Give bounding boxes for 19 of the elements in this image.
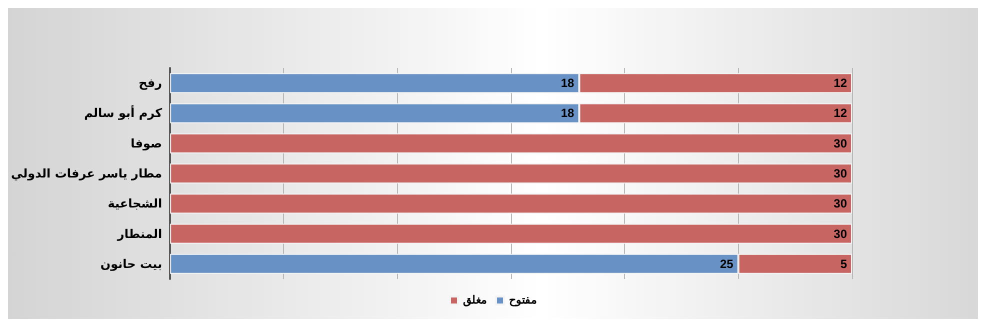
y-tick-label: مطار ياسر عرفات الدولي (10, 166, 162, 180)
data-label: 25 (720, 256, 734, 271)
data-label: 5 (840, 256, 848, 271)
data-label: 18 (560, 106, 575, 120)
data-label: 12 (834, 106, 848, 120)
y-tick-label: المنطار (116, 226, 162, 241)
y-tick-label: كرم أبو سالم (84, 105, 162, 120)
data-label: 30 (834, 226, 848, 241)
data-label: 30 (834, 166, 848, 180)
y-tick-label: بيت حانون (100, 256, 162, 271)
legend-label: مغلق (463, 294, 487, 306)
legend-label: مفتوح (509, 294, 537, 306)
y-tick-label: رفح (138, 76, 162, 90)
data-label: 30 (834, 196, 848, 211)
y-tick-label: صوفا (130, 136, 162, 150)
data-label: 12 (834, 76, 848, 90)
data-label: 18 (560, 76, 575, 90)
data-label: 30 (834, 136, 848, 150)
y-tick-label: الشجاعية (108, 196, 162, 211)
